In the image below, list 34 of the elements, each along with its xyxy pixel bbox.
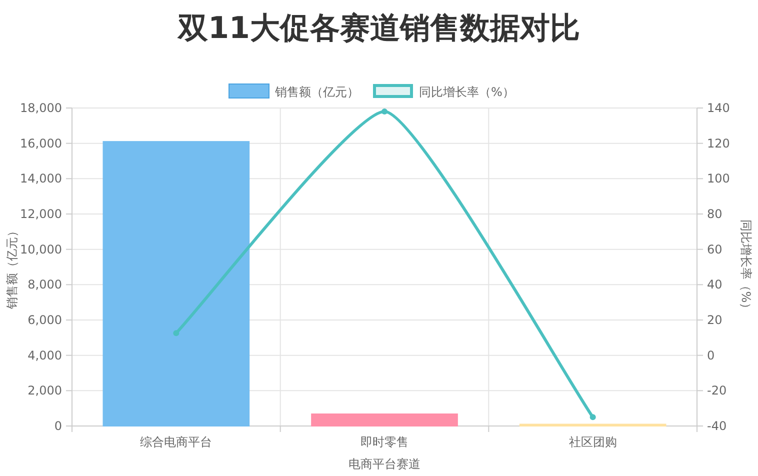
y-tick-label: 18,000: [20, 101, 62, 115]
y-tick-label: 14,000: [20, 172, 62, 186]
legend-label: 销售额（亿元）: [274, 85, 359, 99]
y-tick-label: 0: [54, 419, 62, 433]
y2-tick-label: 120: [707, 136, 730, 150]
legend-label: 同比增长率（%）: [419, 85, 514, 99]
x-tick-label: 综合电商平台: [140, 435, 212, 449]
y2-tick-label: 20: [707, 313, 722, 327]
y-tick-label: 8,000: [28, 278, 62, 292]
y2-tick-label: 140: [707, 101, 730, 115]
chart-title: 双11大促各赛道销售数据对比: [177, 11, 580, 46]
point: [173, 330, 180, 336]
y2-tick-label: 40: [707, 278, 722, 292]
y2-tick-label: 0: [707, 348, 715, 362]
y-tick-label: 10,000: [20, 242, 62, 256]
point: [590, 414, 596, 420]
y-axis-title: 销售额（亿元）: [5, 225, 19, 310]
y2-tick-label: 80: [707, 207, 722, 221]
y-tick-label: 4,000: [28, 348, 62, 362]
y2-tick-label: 60: [707, 242, 722, 256]
bar: [102, 141, 250, 426]
y-tick-label: 16,000: [20, 136, 62, 150]
y2-tick-label: 100: [707, 172, 730, 186]
bar: [311, 413, 458, 426]
x-tick-label: 即时零售: [360, 435, 408, 449]
y2-tick-label: -20: [707, 384, 727, 398]
y2-tick-label: -40: [707, 419, 727, 433]
y-tick-label: 12,000: [20, 207, 62, 221]
y-tick-label: 6,000: [28, 313, 62, 327]
x-axis-title: 电商平台赛道: [348, 457, 420, 471]
y-tick-label: 2,000: [28, 384, 62, 398]
x-tick-label: 社区团购: [568, 435, 617, 449]
point: [382, 108, 388, 115]
y2-axis-title: 同比增长率（%）: [739, 219, 753, 315]
